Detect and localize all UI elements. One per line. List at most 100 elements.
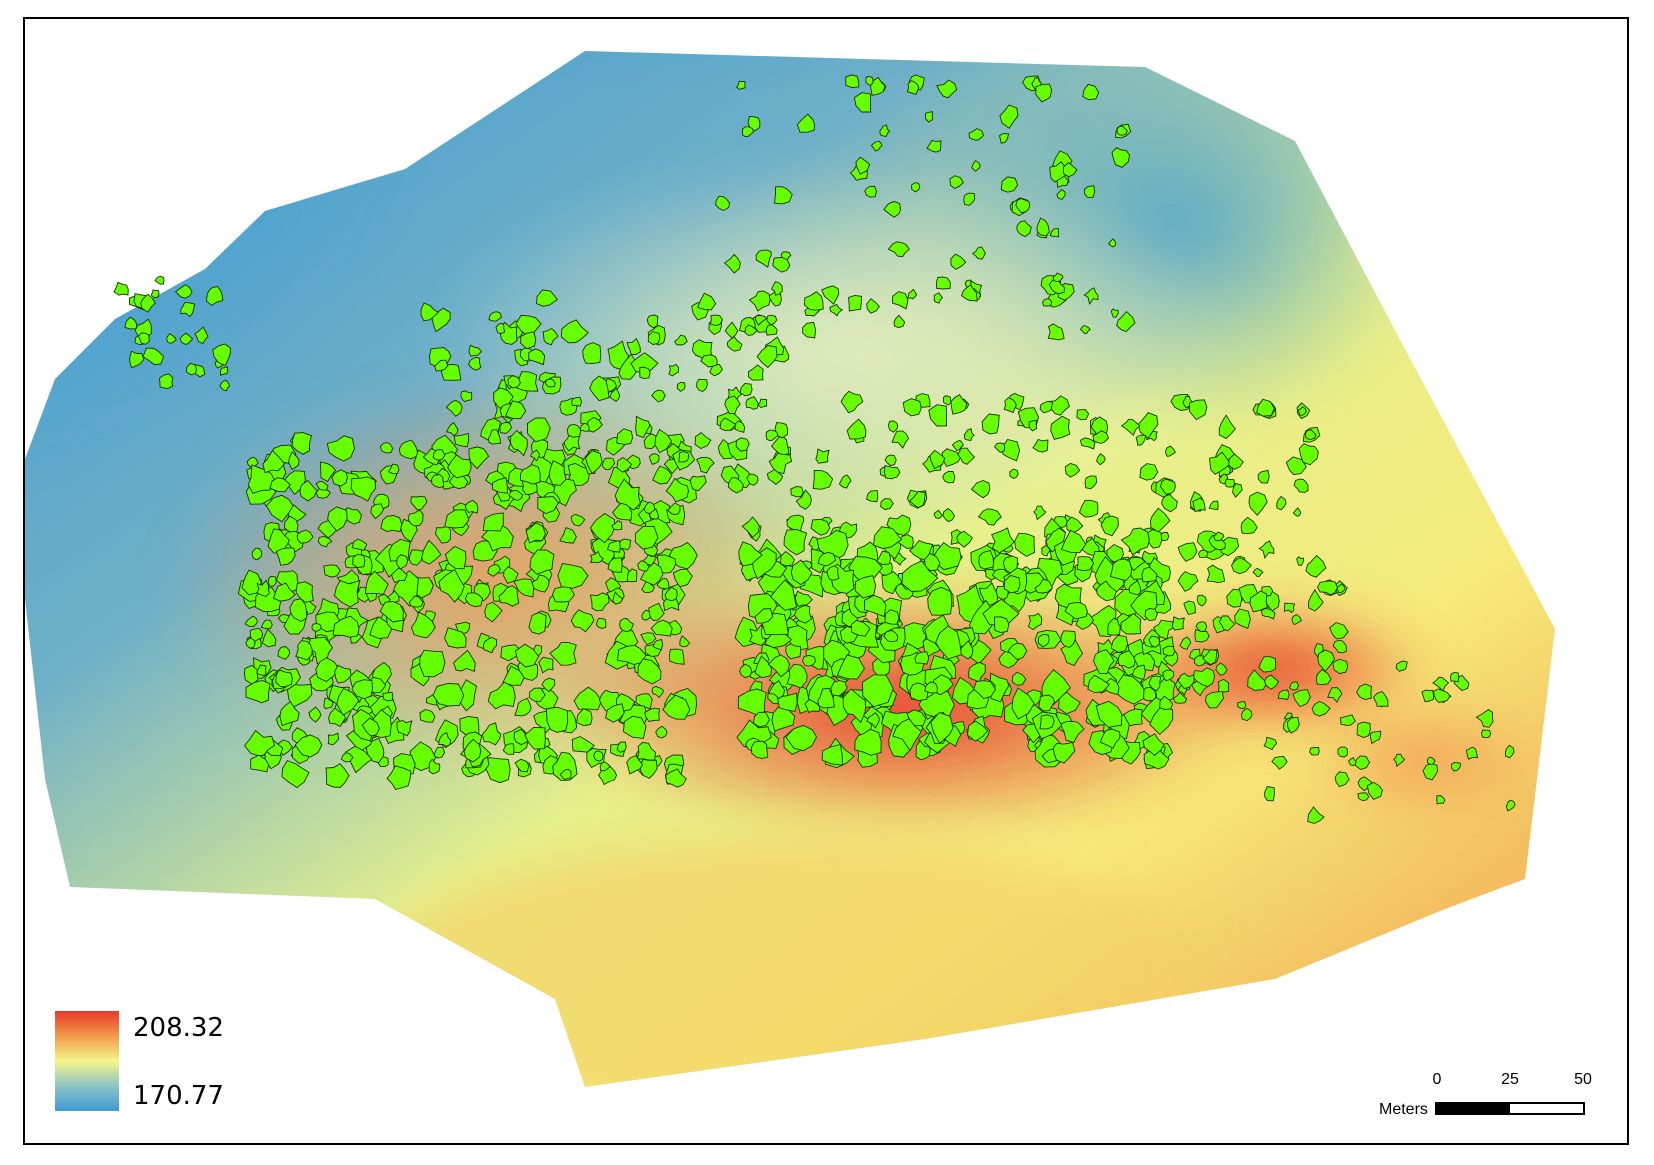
vegetation-patch [1179,636,1192,651]
vegetation-patch [444,627,467,649]
vegetation-patch [589,550,604,564]
vegetation-patch [774,422,789,439]
vegetation-patch [468,344,483,357]
vegetation-patch [1209,451,1232,475]
vegetation-patch [770,434,790,456]
vegetation-patch [460,390,473,403]
vegetation-patch [1340,714,1356,726]
vegetation-patch [802,654,817,667]
vegetation-patch [616,741,627,753]
vegetation-patch [1263,736,1278,751]
vegetation-patch [1100,515,1119,537]
vegetation-patch [973,680,997,699]
vegetation-patch [738,541,763,567]
vegetation-patch [971,159,981,172]
vegetation-patch [559,527,577,544]
vegetation-patch [950,253,967,270]
vegetation-patch [637,658,662,685]
vegetation-patch [571,396,582,407]
vegetation-patch [622,715,647,739]
vegetation-patch [715,195,730,212]
vegetation-patch [265,494,294,523]
vegetation-patch [866,490,879,503]
vegetation-patch [650,619,673,637]
vegetation-patch [1232,482,1243,498]
vegetation-patch [279,701,300,727]
vegetation-patch [299,479,318,502]
vegetation-patch [873,526,903,550]
vegetation-patch [1247,669,1268,691]
vegetation-patch [817,551,837,566]
vegetation-patch [482,512,504,532]
vegetation-patch [361,717,380,737]
vegetation-patch [652,638,664,651]
vegetation-patch [756,345,778,369]
vegetation-patch [524,726,546,750]
vegetation-patch [445,399,463,418]
vegetation-patch [1014,532,1036,557]
vegetation-patch [434,359,449,372]
vegetation-patch [1271,755,1288,770]
vegetation-patch [1285,456,1307,476]
vegetation-patch [640,632,657,646]
vegetation-patch [566,423,582,438]
vegetation-patch [244,729,276,756]
vegetation-patch [668,363,679,377]
vegetation-patch [326,435,355,462]
vegetation-patch [464,499,479,514]
vegetation-patch [514,643,540,668]
vegetation-patch [483,637,497,654]
vegetation-patch [432,683,465,707]
elevation-legend: 208.32 170.77 [55,1011,255,1121]
vegetation-patch [295,581,314,603]
vegetation-patch [999,104,1019,129]
vegetation-patch [1096,580,1118,602]
vegetation-patch [1034,578,1053,594]
vegetation-patch [1183,600,1196,616]
vegetation-patch [1092,430,1110,444]
vegetation-patch [850,619,871,637]
vegetation-patch [219,379,231,392]
vegetation-patch [1277,689,1290,701]
vegetation-patch [790,486,804,498]
vegetation-patch [1000,176,1019,193]
vegetation-patch [826,565,840,581]
vegetation-patch [1354,755,1371,771]
vegetation-patch [281,759,310,789]
vegetation-patch [498,585,520,607]
vegetation-patch [678,451,690,463]
vegetation-patch [942,470,956,484]
vegetation-patch [892,291,909,310]
vegetation-patch [862,674,894,708]
vegetation-patch [1249,590,1268,613]
vegetation-patch [812,469,834,490]
vegetation-patch [981,413,1000,435]
vegetation-patch [1311,700,1331,717]
vegetation-patch [604,703,625,723]
vegetation-patch [943,395,952,406]
vegetation-patch [325,763,350,788]
vegetation-patch [1149,507,1171,533]
vegetation-patch [1213,531,1225,542]
vegetation-patch [445,422,459,437]
vegetation-patch [1284,602,1296,614]
vegetation-patch [513,728,532,746]
vegetation-patch [327,506,348,532]
vegetation-patch [350,476,377,502]
vegetation-patch [351,538,368,551]
vegetation-patch [1107,238,1117,248]
vegetation-patch [1357,792,1370,802]
vegetation-patch [1056,189,1066,201]
vegetation-patch [275,547,296,566]
vegetation-patch [968,661,986,683]
vegetation-patch [327,732,340,746]
vegetation-patch [1032,438,1049,453]
vegetation-patch [537,496,559,515]
vegetation-patch [618,353,639,380]
vegetation-patch [611,520,623,531]
elevation-map[interactable] [25,19,1629,1145]
vegetation-patch [1015,198,1031,213]
vegetation-patch [906,80,920,96]
vegetation-patch [765,429,779,442]
vegetation-patch [129,350,145,369]
